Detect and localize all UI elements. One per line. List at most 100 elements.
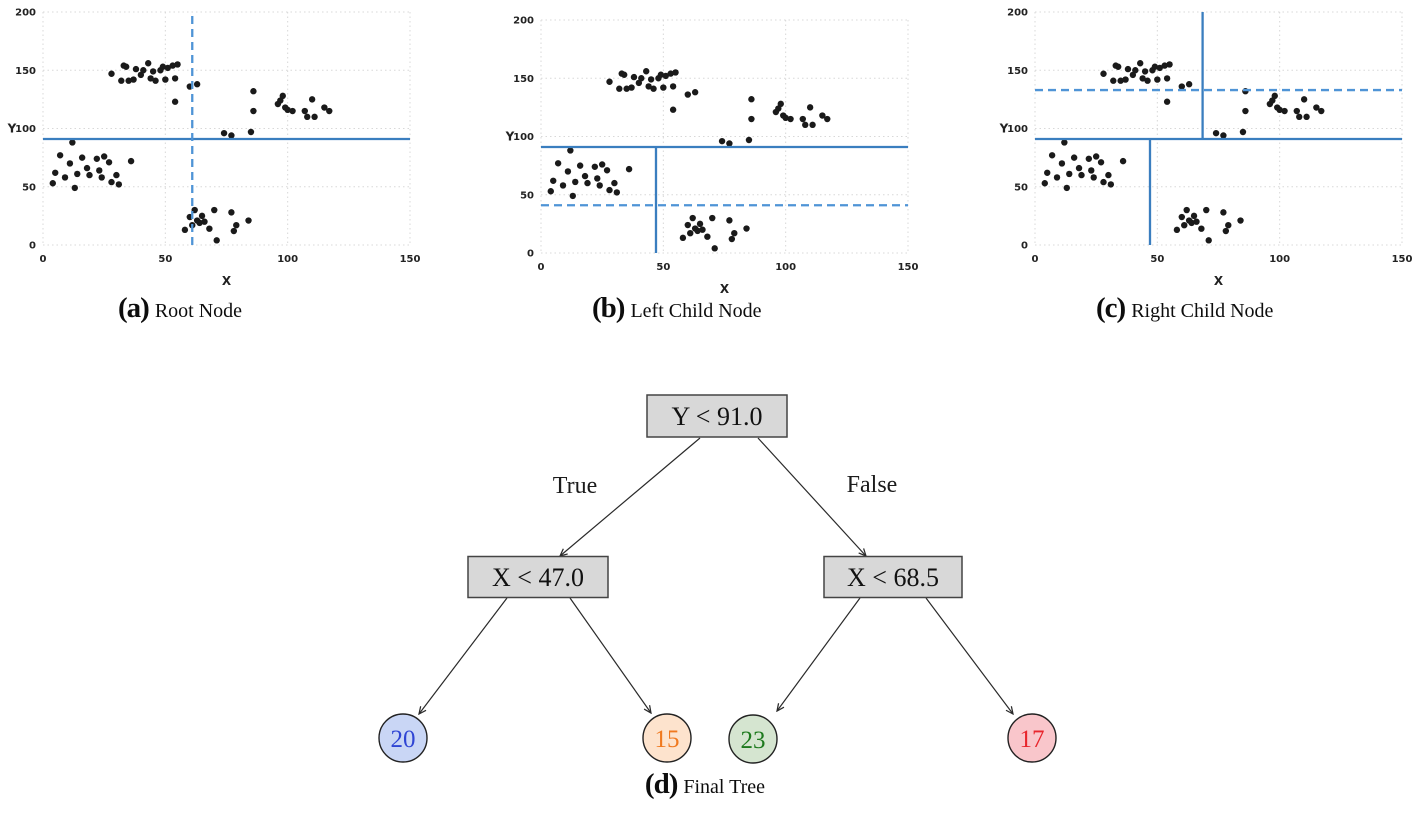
data-point — [301, 107, 308, 115]
panel-left-child-node: 0 50 100 150 0 50 100 150 200 X Y — [498, 8, 938, 300]
x-axis-label: X — [1214, 274, 1224, 288]
data-point — [1078, 171, 1085, 179]
data-point — [152, 77, 159, 84]
y-tick-label: 100 — [1007, 124, 1028, 135]
data-point — [1303, 113, 1310, 121]
data-point — [691, 89, 699, 96]
data-point — [1163, 75, 1171, 82]
data-point — [279, 92, 286, 100]
data-point — [567, 147, 574, 154]
data-point — [1313, 104, 1320, 111]
data-point — [1117, 77, 1124, 84]
x-tick-label: 150 — [898, 262, 919, 273]
y-tick-label: 200 — [1007, 8, 1028, 19]
data-point — [1163, 98, 1171, 105]
data-point — [140, 67, 147, 74]
x-tick-label: 100 — [1269, 254, 1290, 265]
data-point — [572, 178, 579, 186]
data-point — [145, 60, 152, 67]
tree-edge — [925, 597, 1013, 714]
data-point — [1137, 60, 1144, 67]
panel-right-child-node: 0 50 100 150 0 50 100 150 200 X Y — [992, 0, 1415, 292]
data-point — [638, 75, 645, 82]
data-point — [1225, 221, 1232, 229]
data-point — [728, 235, 736, 243]
decision-node-label: Y < 91.0 — [672, 402, 763, 431]
caption-a-tag: (a) — [118, 292, 150, 324]
data-point — [623, 85, 630, 92]
x-tick-label: 50 — [1150, 254, 1164, 265]
scatter-plot-right-child-node: 0 50 100 150 0 50 100 150 200 X Y — [999, 8, 1413, 289]
data-point — [650, 85, 657, 92]
data-point — [694, 227, 701, 235]
data-point — [581, 172, 589, 180]
panel-root-node: 0 50 100 150 0 50 100 150 200 X Y — [0, 0, 440, 292]
x-tick-label: 150 — [1392, 254, 1413, 265]
data-point — [1185, 81, 1193, 88]
data-point — [1154, 76, 1161, 83]
data-point — [718, 137, 726, 145]
data-point — [289, 107, 296, 115]
data-point — [1124, 65, 1132, 73]
caption-b-text: Left Child Node — [630, 300, 762, 322]
x-axis-label: X — [222, 274, 232, 288]
data-point — [1237, 217, 1244, 224]
y-tick-label: 200 — [15, 8, 36, 19]
data-point — [547, 188, 554, 195]
data-point — [606, 186, 613, 194]
data-point — [1041, 180, 1048, 187]
data-point — [689, 214, 696, 222]
data-point — [132, 65, 140, 73]
data-point — [699, 226, 706, 233]
data-point — [1085, 155, 1093, 162]
data-point — [679, 234, 687, 242]
decision-node-n-right — [823, 555, 963, 599]
data-point — [127, 157, 135, 165]
data-point — [711, 245, 718, 252]
edge-label-true: True — [553, 473, 597, 499]
data-point — [630, 73, 638, 81]
data-point — [559, 182, 567, 189]
data-point — [233, 221, 240, 229]
data-point — [799, 115, 806, 123]
data-point — [228, 209, 235, 216]
data-point — [1183, 206, 1190, 214]
data-point — [250, 107, 257, 115]
data-point — [1107, 181, 1115, 188]
data-point — [709, 214, 716, 222]
data-point — [1193, 218, 1200, 225]
data-point — [1156, 64, 1163, 72]
caption-d-text: Final Tree — [683, 776, 766, 798]
data-point — [672, 69, 679, 76]
data-point — [113, 171, 120, 179]
data-point — [1161, 62, 1168, 69]
data-point — [74, 170, 81, 178]
x-tick-label: 0 — [538, 262, 545, 273]
tree-edge — [569, 597, 651, 713]
data-point — [684, 91, 691, 98]
caption-c-text: Right Child Node — [1131, 300, 1274, 322]
caption-a: (a) Root Node — [118, 292, 242, 325]
data-point — [284, 106, 291, 114]
data-point — [1088, 167, 1095, 174]
data-point — [250, 88, 257, 95]
data-point — [326, 107, 333, 115]
y-tick-label: 50 — [22, 182, 36, 193]
data-point — [220, 129, 228, 137]
decision-tree-diagram: True False Y < 91.0 X < 47.0 X < 68.5 20 15 23 1… — [0, 380, 1415, 820]
data-point — [1293, 107, 1300, 115]
data-point — [108, 70, 115, 77]
data-point — [1048, 152, 1056, 159]
data-point — [1222, 227, 1230, 235]
data-point — [745, 136, 753, 144]
data-point — [1190, 212, 1198, 220]
data-point — [230, 227, 238, 235]
data-point — [304, 113, 311, 121]
data-point — [743, 225, 750, 232]
data-point — [662, 72, 669, 80]
x-tick-label: 100 — [775, 262, 796, 273]
data-point — [49, 180, 56, 187]
data-point — [311, 113, 318, 121]
data-point — [1276, 106, 1283, 114]
y-tick-label: 0 — [29, 241, 36, 252]
